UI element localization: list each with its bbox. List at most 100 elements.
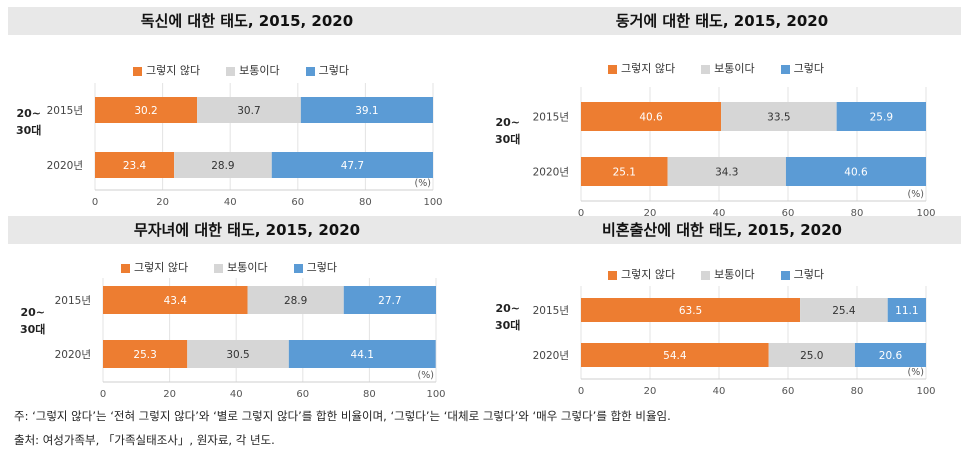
x-tick-label: 80	[851, 208, 864, 219]
age-group-line: 30대	[495, 133, 521, 146]
x-tick-label: 60	[296, 389, 309, 400]
legend-swatch	[305, 66, 315, 76]
legend-label: 그렇지 않다	[621, 62, 676, 75]
bar-value-label: 33.5	[767, 112, 790, 124]
bar-segment	[581, 157, 668, 186]
x-tick-label: 40	[713, 386, 726, 397]
bar-chart-svg: 63.5 25.4 11.1 2015년 54.4 25.0 20.6 2020년 0 20 40 6…	[533, 286, 936, 397]
legend-swatch	[226, 66, 236, 76]
bar-value-label: 47.7	[341, 160, 364, 172]
legend-label: 그렇다	[318, 64, 349, 77]
bar-chart-svg: 40.6 33.5 25.9 2015년 25.1 34.3 40.6 2020년 0 20 40 6…	[533, 87, 936, 219]
category-label: 2015년	[47, 105, 83, 117]
bar-segment	[721, 102, 837, 131]
legend-label: 그렇다	[793, 268, 824, 281]
bar-segment	[581, 343, 769, 367]
chart-panel-single: 독신에 대한 태도, 2015, 2020 그렇지 않다 보통이다 그렇다 20~ 30…	[8, 7, 486, 208]
plot-area: 30.2 30.7 39.1 2015년 23.4 28.9 47.7 2020년 0 20 40 6…	[47, 83, 443, 214]
age-group-label: 20~ 30대	[495, 300, 520, 334]
bar-segment	[785, 157, 926, 186]
bar-value-label: 34.3	[715, 167, 738, 179]
bar-chart-svg: 43.4 28.9 27.7 2015년 25.3 30.5 44.1 2020년 0 20 40 6…	[55, 278, 446, 400]
legend-label: 보통이다	[239, 64, 280, 77]
bar-segment	[95, 152, 175, 178]
bar-segment	[581, 298, 801, 322]
unit-label: (%)	[415, 178, 431, 189]
bar-value-label: 30.5	[226, 349, 249, 361]
age-group-line: 20~	[20, 306, 45, 319]
age-group-line: 30대	[495, 319, 521, 332]
age-group-label: 20~ 30대	[495, 114, 520, 148]
bar-value-label: 30.2	[134, 105, 157, 117]
category-label: 2020년	[47, 160, 83, 172]
x-tick-label: 80	[363, 389, 376, 400]
chart-title: 비혼출산에 대한 태도, 2015, 2020	[483, 216, 961, 244]
age-group-line: 20~	[495, 116, 520, 129]
legend-item: 그렇다	[293, 259, 337, 275]
bar-segment	[836, 102, 926, 131]
legend-item: 보통이다	[701, 60, 755, 76]
bar-value-label: 11.1	[895, 305, 918, 317]
legend-swatch	[780, 64, 790, 74]
bar-segment	[174, 152, 272, 178]
legend-item: 그렇지 않다	[608, 60, 675, 76]
bar-segment	[288, 340, 436, 368]
legend-item: 그렇다	[305, 62, 349, 78]
bar-value-label: 30.7	[237, 105, 260, 117]
legend-swatch	[293, 263, 303, 273]
legend-item: 그렇지 않다	[133, 62, 200, 78]
bar-segment	[103, 286, 248, 314]
unit-label: (%)	[908, 367, 924, 378]
legend-label: 보통이다	[227, 261, 268, 274]
legend-item: 그렇지 않다	[608, 266, 675, 282]
x-tick-label: 20	[644, 208, 657, 219]
bar-value-label: 43.4	[164, 295, 188, 307]
x-tick-label: 20	[156, 197, 169, 208]
legend-item: 보통이다	[226, 62, 280, 78]
bar-value-label: 25.0	[800, 350, 823, 362]
legend: 그렇지 않다 보통이다 그렇다	[608, 266, 850, 282]
age-group-line: 30대	[20, 323, 46, 336]
unit-label: (%)	[418, 370, 434, 381]
x-tick-label: 0	[578, 386, 584, 397]
legend: 그렇지 않다 보통이다 그렇다	[133, 62, 375, 78]
bar-segment	[887, 298, 926, 322]
legend-item: 그렇다	[780, 266, 824, 282]
category-label: 2020년	[55, 349, 91, 361]
x-tick-label: 40	[224, 197, 237, 208]
bar-segment	[343, 286, 436, 314]
bar-value-label: 39.1	[355, 105, 378, 117]
x-tick-label: 100	[426, 389, 445, 400]
bar-value-label: 40.6	[639, 112, 663, 124]
bar-segment	[197, 97, 301, 123]
bar-value-label: 25.4	[832, 305, 856, 317]
x-tick-label: 20	[644, 386, 657, 397]
legend-swatch	[701, 270, 711, 280]
category-label: 2020년	[533, 350, 569, 362]
legend-label: 그렇지 않다	[146, 64, 201, 77]
legend-swatch	[121, 263, 130, 273]
x-tick-label: 40	[713, 208, 726, 219]
legend-label: 그렇지 않다	[134, 261, 189, 274]
legend-swatch	[133, 66, 142, 76]
x-tick-label: 0	[100, 389, 106, 400]
chart-panel-childless: 무자녀에 대한 태도, 2015, 2020 그렇지 않다 보통이다 그렇다 20~ 3…	[8, 216, 486, 401]
legend-swatch	[608, 64, 617, 74]
x-tick-label: 80	[359, 197, 372, 208]
legend-item: 보통이다	[214, 259, 268, 275]
legend-item: 보통이다	[701, 266, 755, 282]
legend-item: 그렇다	[780, 60, 824, 76]
chart-title: 독신에 대한 태도, 2015, 2020	[8, 7, 486, 35]
bar-value-label: 25.9	[870, 112, 893, 124]
bar-segment	[300, 97, 433, 123]
x-tick-label: 100	[423, 197, 442, 208]
unit-label: (%)	[908, 189, 924, 200]
legend: 그렇지 않다 보통이다 그렇다	[608, 60, 850, 76]
chart-panel-nonmarital-birth: 비혼출산에 대한 태도, 2015, 2020 그렇지 않다 보통이다 그렇다 20~…	[483, 216, 961, 401]
bar-value-label: 27.7	[378, 295, 401, 307]
plot-area: 43.4 28.9 27.7 2015년 25.3 30.5 44.1 2020년 0 20 40 6…	[55, 278, 446, 406]
legend-swatch	[214, 263, 224, 273]
legend-label: 그렇지 않다	[621, 268, 676, 281]
bar-segment	[667, 157, 786, 186]
category-label: 2015년	[533, 305, 569, 317]
